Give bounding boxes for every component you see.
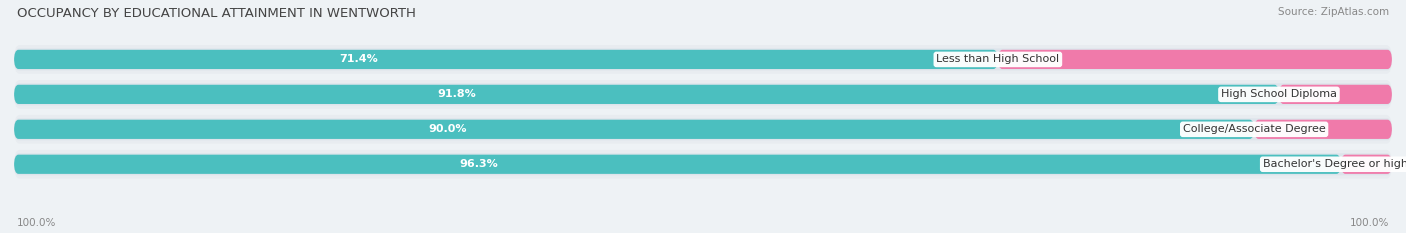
FancyBboxPatch shape <box>998 50 1392 69</box>
Text: 91.8%: 91.8% <box>437 89 477 99</box>
Text: College/Associate Degree: College/Associate Degree <box>1182 124 1326 134</box>
FancyBboxPatch shape <box>14 115 1392 144</box>
Text: 96.3%: 96.3% <box>460 159 498 169</box>
FancyBboxPatch shape <box>14 50 998 69</box>
FancyBboxPatch shape <box>14 118 1392 140</box>
FancyBboxPatch shape <box>14 85 1279 104</box>
FancyBboxPatch shape <box>14 150 1392 179</box>
Text: High School Diploma: High School Diploma <box>1220 89 1337 99</box>
FancyBboxPatch shape <box>14 83 1392 105</box>
Text: OCCUPANCY BY EDUCATIONAL ATTAINMENT IN WENTWORTH: OCCUPANCY BY EDUCATIONAL ATTAINMENT IN W… <box>17 7 416 20</box>
FancyBboxPatch shape <box>14 80 1392 109</box>
FancyBboxPatch shape <box>1279 85 1392 104</box>
Text: 100.0%: 100.0% <box>17 218 56 228</box>
FancyBboxPatch shape <box>14 155 1341 174</box>
Legend: Owner-occupied, Renter-occupied: Owner-occupied, Renter-occupied <box>589 230 817 233</box>
FancyBboxPatch shape <box>14 153 1392 175</box>
Text: 90.0%: 90.0% <box>429 124 467 134</box>
Text: Less than High School: Less than High School <box>936 55 1060 64</box>
Text: Source: ZipAtlas.com: Source: ZipAtlas.com <box>1278 7 1389 17</box>
FancyBboxPatch shape <box>14 45 1392 74</box>
Text: Bachelor's Degree or higher: Bachelor's Degree or higher <box>1263 159 1406 169</box>
FancyBboxPatch shape <box>1254 120 1392 139</box>
FancyBboxPatch shape <box>1341 155 1392 174</box>
FancyBboxPatch shape <box>14 48 1392 70</box>
Text: 100.0%: 100.0% <box>1350 218 1389 228</box>
FancyBboxPatch shape <box>14 120 1254 139</box>
Text: 71.4%: 71.4% <box>339 55 378 64</box>
